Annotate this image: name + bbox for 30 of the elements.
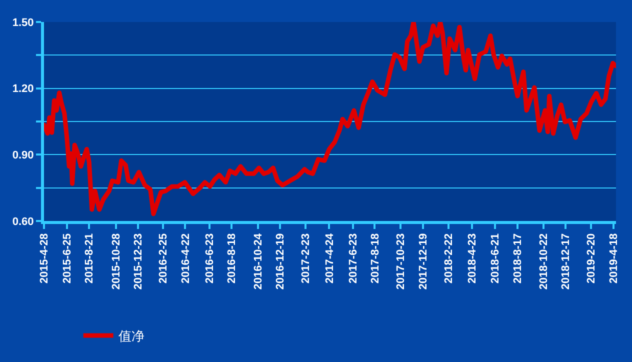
x-tick-label: 2017-10-23	[395, 233, 408, 290]
x-tick-label: 2016-2-25	[157, 233, 170, 284]
y-tick-label: 0.90	[12, 150, 34, 162]
x-tick-label: 2015-10-28	[110, 233, 122, 290]
x-tick-label: 2017-2-23	[300, 233, 312, 284]
x-tick-label: 2019-4-18	[608, 233, 620, 284]
x-tick-label: 2018-10-22	[538, 233, 550, 290]
x-tick-label: 2016-6-23	[204, 233, 216, 284]
y-tick-label: 0.60	[12, 216, 34, 228]
x-tick-label: 2017-4-24	[324, 232, 336, 284]
y-tick-label: 1.50	[12, 16, 34, 29]
x-tick-label: 2018-6-21	[490, 233, 502, 284]
x-tick-label: 2018-12-17	[560, 233, 572, 290]
x-tick-label: 2019-2-20	[585, 233, 598, 284]
x-tick-label: 2016-8-18	[226, 233, 238, 284]
x-tick-label: 2015-12-23	[132, 233, 144, 290]
x-tick-label: 2018-4-23	[466, 233, 479, 284]
legend-label: 值净	[118, 328, 144, 344]
x-tick-label: 2016-10-24	[252, 232, 264, 290]
x-tick-label: 2015-6-25	[61, 233, 74, 284]
x-tick-label: 2017-6-23	[347, 233, 360, 284]
x-tick-label: 2017-12-19	[418, 233, 430, 290]
y-tick-label: 1.20	[12, 83, 34, 96]
x-tick-label: 2016-12-19	[274, 233, 286, 290]
x-tick-label: 2015-8-21	[84, 233, 96, 284]
x-tick-label: 2016-4-22	[180, 233, 192, 284]
x-tick-label: 2015-4-28	[38, 233, 51, 284]
x-tick-label: 2018-8-17	[512, 233, 524, 284]
x-tick-label: 2017-8-18	[369, 233, 382, 284]
x-tick-label: 2018-2-22	[443, 233, 456, 284]
